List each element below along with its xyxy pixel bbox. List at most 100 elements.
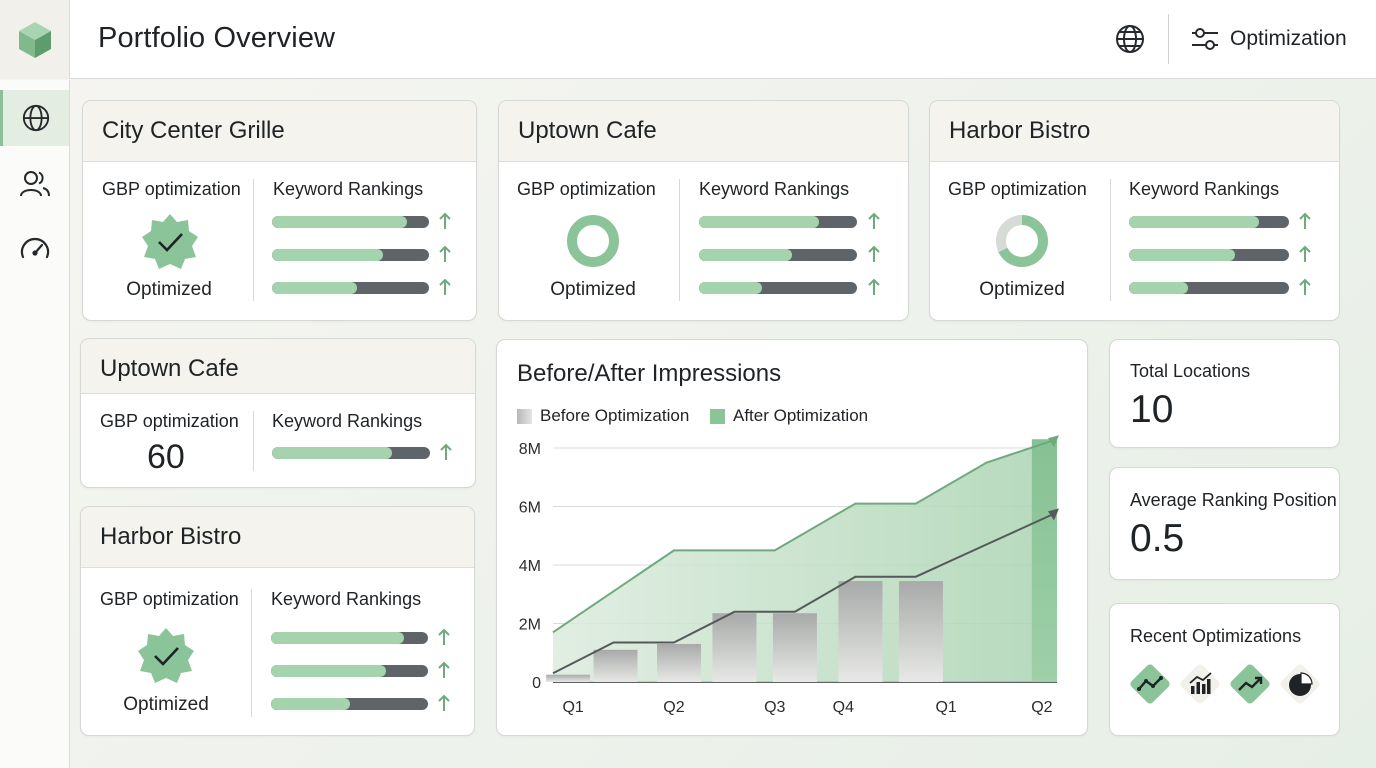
chart-title: Before/After Impressions bbox=[517, 360, 782, 387]
keyword-ranking-bar bbox=[271, 698, 428, 710]
gbp-label: GBP optimization bbox=[102, 179, 241, 199]
before-bar bbox=[657, 643, 701, 682]
gbp-label: GBP optimization bbox=[948, 179, 1087, 199]
sliders-icon bbox=[1192, 28, 1218, 50]
recent-optimizations-card[interactable]: Recent Optimizations bbox=[1109, 603, 1340, 736]
impressions-chart-card: Before/After Impressions Before Optimiza… bbox=[496, 339, 1088, 736]
location-card[interactable]: Uptown Cafe GBP optimization Keyword Ran… bbox=[498, 100, 909, 321]
keyword-ranking-bar bbox=[272, 282, 429, 294]
keyword-ranking-fill bbox=[271, 698, 350, 710]
legend-label: After Optimization bbox=[733, 406, 869, 425]
gbp-score: 60 bbox=[147, 438, 185, 476]
x-tick-label: Q2 bbox=[663, 699, 684, 716]
pie-chart-icon[interactable] bbox=[1278, 662, 1322, 706]
keyword-label: Keyword Rankings bbox=[273, 179, 424, 199]
arrow-up-icon bbox=[868, 212, 880, 229]
trend-line-icon[interactable] bbox=[1128, 662, 1172, 706]
arrow-up-icon bbox=[868, 245, 880, 262]
location-card[interactable]: Harbor Bistro GBP optimization Keyword R… bbox=[80, 506, 475, 736]
total-locations-label: Total Locations bbox=[1130, 361, 1251, 381]
keyword-ranking-fill bbox=[272, 282, 357, 294]
donut-progress-icon bbox=[567, 215, 619, 267]
after-bar bbox=[1031, 439, 1057, 682]
status-text: Optimized bbox=[123, 694, 209, 715]
keyword-label: Keyword Rankings bbox=[271, 589, 422, 609]
arrow-up-icon bbox=[439, 278, 451, 295]
before-line bbox=[552, 511, 1058, 675]
keyword-ranking-fill bbox=[272, 447, 393, 459]
gbp-label: GBP optimization bbox=[100, 411, 239, 431]
before-bar bbox=[712, 613, 757, 682]
header-divider bbox=[1168, 14, 1169, 64]
optimization-button[interactable]: Optimization bbox=[1190, 20, 1347, 58]
location-name: Harbor Bistro bbox=[930, 101, 1339, 162]
gbp-label: GBP optimization bbox=[517, 179, 656, 199]
x-tick-label: Q2 bbox=[1031, 699, 1052, 716]
keyword-ranking-bar bbox=[1129, 282, 1289, 294]
x-tick-label: Q1 bbox=[935, 699, 956, 716]
arrow-up-icon bbox=[438, 694, 450, 711]
x-tick-label: Q1 bbox=[562, 699, 583, 716]
keyword-ranking-bar bbox=[1129, 249, 1289, 261]
keyword-ranking-fill bbox=[699, 216, 820, 228]
average-ranking-value: 0.5 bbox=[1130, 517, 1185, 560]
recent-optimizations-label: Recent Optimizations bbox=[1130, 626, 1302, 646]
keyword-ranking-fill bbox=[699, 282, 763, 294]
users-icon bbox=[19, 171, 50, 197]
status-text: Optimized bbox=[550, 279, 636, 300]
legend-after[interactable]: After Optimization bbox=[710, 406, 868, 426]
keyword-label: Keyword Rankings bbox=[699, 179, 850, 199]
before-bar bbox=[593, 649, 638, 682]
location-name: Uptown Cafe bbox=[81, 339, 475, 394]
total-locations-value: 10 bbox=[1130, 388, 1174, 431]
impressions-chart: 0 2M 4M 6M 8M Q1 Q2 Q3 Q4 Q1 Q2 bbox=[519, 435, 1059, 716]
optimization-label: Optimization bbox=[1230, 27, 1347, 50]
average-ranking-card[interactable]: Average Ranking Position 0.5 bbox=[1109, 467, 1340, 580]
language-button[interactable] bbox=[1110, 19, 1150, 59]
keyword-ranking-bar bbox=[272, 249, 429, 261]
legend-before[interactable]: Before Optimization bbox=[517, 406, 689, 426]
after-arrowhead bbox=[1048, 435, 1059, 448]
logo[interactable] bbox=[0, 0, 70, 79]
after-line bbox=[552, 438, 1058, 634]
bar-chart-icon[interactable] bbox=[1178, 662, 1222, 706]
keyword-ranking-fill bbox=[1129, 282, 1189, 294]
keyword-ranking-fill bbox=[271, 632, 405, 644]
total-locations-card[interactable]: Total Locations 10 bbox=[1109, 339, 1340, 448]
before-bar bbox=[898, 581, 943, 682]
gbp-label: GBP optimization bbox=[100, 589, 239, 609]
y-tick-label: 4M bbox=[519, 558, 541, 575]
keyword-ranking-bar bbox=[272, 216, 429, 228]
location-card[interactable]: Uptown Cafe GBP optimization Keyword Ran… bbox=[80, 338, 476, 488]
arrow-up-icon bbox=[440, 443, 452, 460]
location-card[interactable]: Harbor Bistro GBP optimization Keyword R… bbox=[929, 100, 1340, 321]
column-divider bbox=[253, 179, 254, 301]
sidebar-item-performance[interactable] bbox=[0, 220, 69, 276]
keyword-ranking-fill bbox=[699, 249, 793, 261]
page-title: Portfolio Overview bbox=[98, 22, 336, 54]
keyword-ranking-fill bbox=[272, 249, 384, 261]
before-arrowhead bbox=[1048, 508, 1059, 521]
y-tick-label: 8M bbox=[519, 441, 541, 458]
arrow-up-icon bbox=[1299, 212, 1311, 229]
trending-up-icon[interactable] bbox=[1228, 662, 1272, 706]
location-name: Harbor Bistro bbox=[81, 507, 474, 568]
keyword-ranking-fill bbox=[272, 216, 408, 228]
keyword-ranking-bar bbox=[272, 447, 430, 459]
column-divider bbox=[1110, 179, 1111, 301]
column-divider bbox=[679, 179, 680, 301]
arrow-up-icon bbox=[438, 661, 450, 678]
keyword-ranking-bar bbox=[271, 665, 428, 677]
sidebar-item-globe[interactable] bbox=[0, 90, 69, 146]
globe-icon bbox=[22, 104, 50, 132]
x-tick-label: Q3 bbox=[764, 699, 785, 716]
location-card[interactable]: City Center Grille GBP optimization Keyw… bbox=[82, 100, 477, 321]
arrow-up-icon bbox=[439, 212, 451, 229]
location-name: City Center Grille bbox=[83, 101, 476, 162]
sidebar-item-users[interactable] bbox=[0, 156, 69, 212]
status-text: Optimized bbox=[126, 279, 212, 300]
column-divider bbox=[251, 589, 252, 717]
globe-icon bbox=[1116, 25, 1144, 53]
arrow-up-icon bbox=[1299, 245, 1311, 262]
y-tick-label: 6M bbox=[519, 500, 541, 517]
